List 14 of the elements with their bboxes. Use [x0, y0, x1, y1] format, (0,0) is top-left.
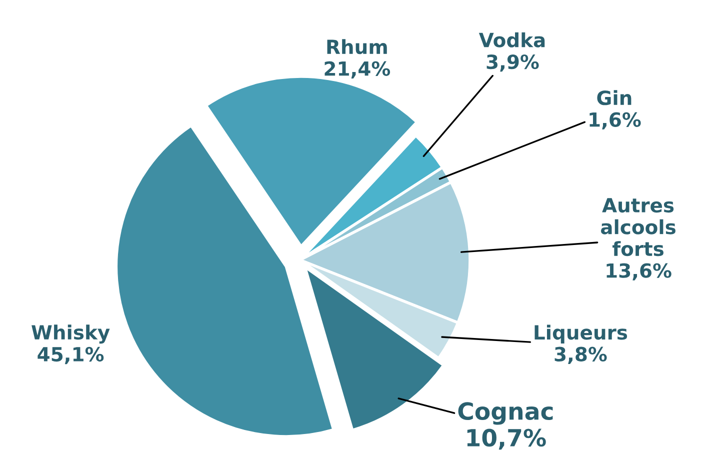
slice-label: Liqueurs	[534, 324, 628, 344]
slice-label: Rhum	[327, 39, 387, 54]
data-label: 3,9%	[486, 54, 539, 72]
data-label: 21,4%	[324, 61, 390, 78]
slice-label: Cognac	[458, 402, 553, 425]
data-label: 10,7%	[467, 428, 546, 450]
slice-label: Vodka	[478, 32, 545, 48]
slice-label: Gin	[597, 90, 632, 106]
data-label: 13,6%	[606, 263, 672, 280]
slice-label: Whisky	[32, 324, 110, 344]
data-label: 1,6%	[590, 112, 641, 130]
data-label: 3,8%	[554, 346, 607, 364]
slice-label: Autres alcools forts	[600, 198, 676, 256]
data-label: 45,1%	[38, 346, 104, 364]
